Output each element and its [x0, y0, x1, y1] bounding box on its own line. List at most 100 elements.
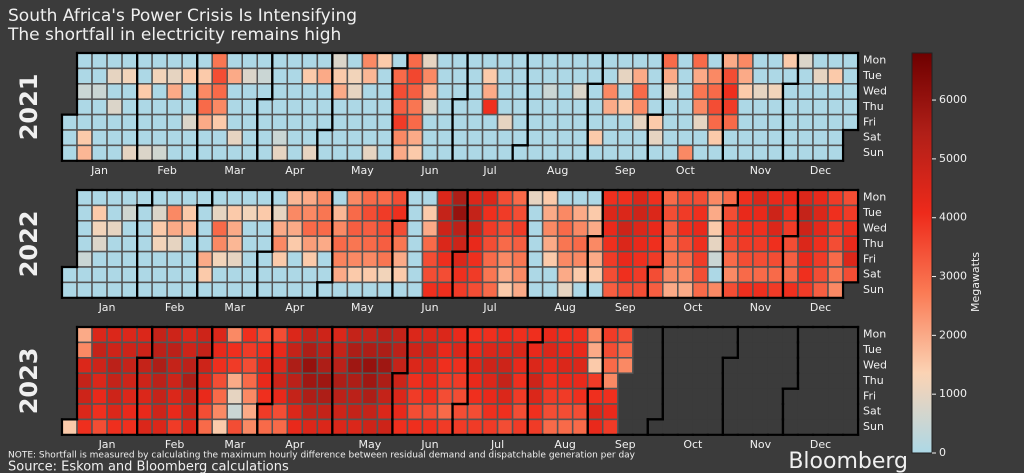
day-cell: [632, 129, 649, 147]
day-cell: [76, 418, 93, 436]
day-cell: [616, 341, 634, 359]
day-cell: [271, 372, 289, 390]
day-cell: [106, 326, 123, 344]
day-cell: [376, 113, 394, 131]
day-cell: [586, 250, 604, 268]
day-cell: [767, 52, 784, 70]
day-cell: [436, 144, 454, 162]
empty-cell: [632, 342, 648, 358]
day-cell: [121, 326, 138, 344]
day-cell: [301, 52, 319, 70]
day-cell: [632, 266, 649, 284]
day-cell: [466, 144, 484, 162]
day-cell: [136, 204, 153, 222]
day-cell: [541, 204, 559, 222]
day-cell: [331, 235, 349, 253]
day-cell: [286, 372, 304, 390]
day-cell: [346, 98, 364, 116]
day-cell: [166, 372, 183, 390]
day-cell: [406, 266, 424, 284]
day-cell: [106, 98, 123, 116]
empty-cell: [782, 357, 798, 374]
day-cell: [451, 52, 469, 70]
day-cell: [647, 266, 664, 284]
day-cell: [436, 418, 454, 436]
day-cell: [136, 418, 153, 436]
day-cell: [316, 189, 334, 207]
day-cell: [662, 98, 679, 116]
day-cell: [106, 204, 123, 222]
day-cell: [181, 220, 198, 237]
day-cell: [226, 189, 243, 207]
day-cell: [301, 220, 319, 237]
day-cell: [451, 129, 469, 147]
day-cell: [827, 266, 844, 284]
day-cell: [241, 387, 259, 405]
day-cell: [707, 98, 724, 116]
day-cell: [241, 341, 259, 359]
day-cell: [782, 52, 799, 70]
day-cell: [271, 250, 289, 268]
day-cell: [181, 266, 198, 284]
day-cell: [331, 52, 349, 70]
day-cell: [797, 83, 814, 100]
note: NOTE: Shortfall is measured by calculati…: [8, 451, 636, 461]
day-cell: [842, 52, 859, 70]
day-cell: [421, 220, 439, 237]
day-cell: [61, 113, 78, 131]
day-cell: [346, 357, 364, 374]
day-cell: [391, 403, 409, 421]
day-cell: [196, 357, 213, 374]
day-cell: [616, 52, 634, 70]
empty-cell: [692, 373, 708, 389]
day-cell: [481, 144, 499, 162]
empty-cell: [722, 373, 738, 389]
day-cell: [241, 357, 259, 374]
day-cell: [271, 113, 289, 131]
day-cell: [541, 341, 559, 359]
day-cell: [286, 235, 304, 253]
day-cell: [842, 98, 859, 116]
day-cell: [586, 67, 604, 85]
day-cell: [812, 235, 829, 253]
day-cell: [436, 281, 454, 299]
day-cell: [181, 403, 198, 421]
day-cell: [391, 67, 409, 85]
empty-cell: [647, 404, 663, 420]
day-cell: [752, 67, 769, 85]
day-cell: [571, 83, 589, 100]
day-cell: [571, 52, 589, 70]
day-cell: [571, 341, 589, 359]
day-cell: [151, 235, 168, 253]
day-cell: [451, 204, 469, 222]
day-cell: [616, 144, 634, 162]
day-cell: [286, 204, 304, 222]
day-cell: [331, 281, 349, 299]
day-cell: [271, 204, 289, 222]
day-cell: [76, 326, 93, 344]
day-cell: [211, 98, 228, 116]
day-cell: [812, 98, 829, 116]
day-cell: [376, 98, 394, 116]
day-cell: [827, 113, 844, 131]
day-cell: [466, 372, 484, 390]
day-cell: [647, 235, 664, 253]
month-label: Oct: [683, 438, 703, 451]
day-cell: [586, 326, 604, 344]
empty-cell: [707, 342, 723, 358]
day-cell: [436, 220, 454, 237]
empty-cell: [677, 388, 693, 404]
day-cell: [166, 250, 183, 268]
day-cell: [496, 387, 514, 405]
day-cell: [662, 189, 679, 207]
day-cell: [707, 129, 724, 147]
day-cell: [647, 204, 664, 222]
colorbar-tick-label: 3000: [939, 270, 967, 283]
day-cell: [571, 387, 589, 405]
day-cell: [91, 67, 108, 85]
day-cell: [301, 387, 319, 405]
day-cell: [571, 372, 589, 390]
day-cell: [421, 341, 439, 359]
colorbar-tick-label: 2000: [939, 328, 967, 341]
day-cell: [76, 98, 93, 116]
